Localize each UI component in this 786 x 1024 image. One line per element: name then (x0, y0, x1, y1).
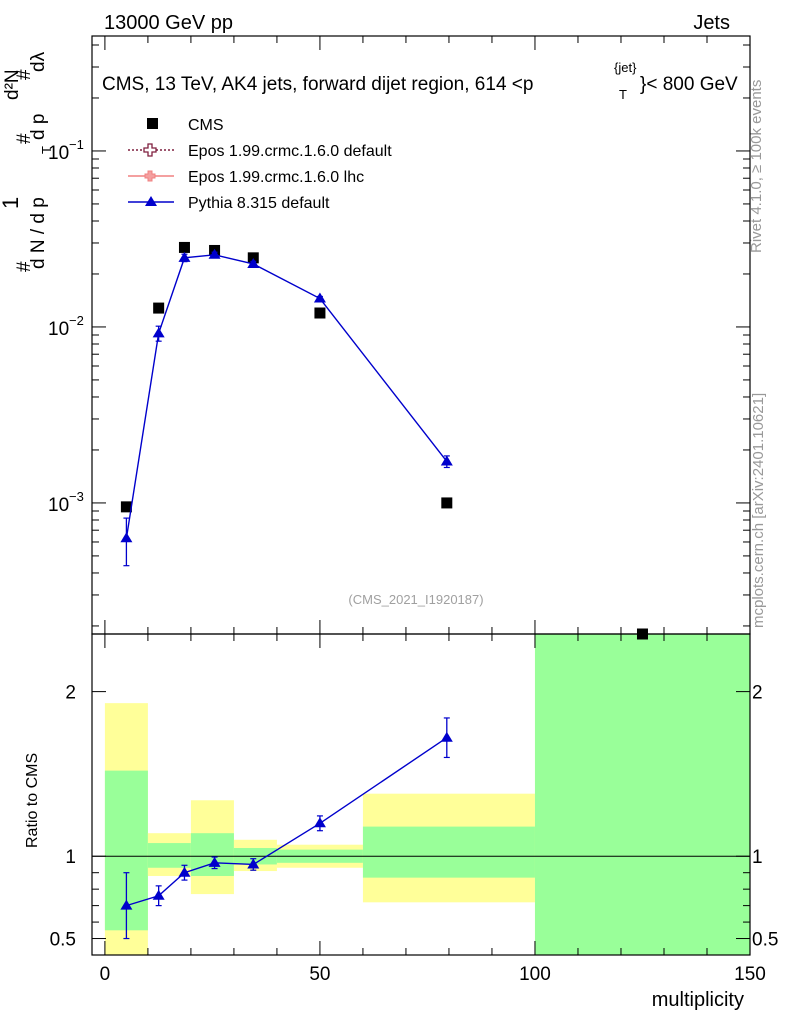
cms-point-5 (314, 307, 326, 319)
pythia-point-3 (208, 248, 221, 259)
x-tick-label-1: 50 (309, 964, 330, 985)
legend-epos-lhc-marker (144, 170, 156, 182)
bottom-panel-frame (91, 633, 751, 956)
y-tick-label-top-0: 10 (48, 143, 69, 164)
y-tick-exp-top-1: −2 (69, 313, 84, 328)
pythia-ratio-point-2 (178, 866, 191, 877)
y-tick-exp-top-2: −3 (69, 489, 84, 504)
y-tick-label-bottom-left-1: 1 (65, 847, 76, 868)
pythia-ratio-point-0 (120, 899, 133, 910)
pythia-ratio-point-6 (440, 731, 453, 742)
rivet-version-label: Rivet 4.1.0, ≥ 100k events (748, 80, 765, 253)
legend: CMS Epos 1.99.crmc.1.6.0 default Epos 1.… (128, 117, 392, 212)
ratio-series (120, 717, 453, 940)
cms-point-1 (153, 302, 165, 314)
y-label-hash3: # (14, 69, 35, 80)
cms-point-2 (178, 241, 190, 253)
legend-epos-default-label: Epos 1.99.crmc.1.6.0 default (188, 143, 392, 160)
legend-epos-default-marker (143, 143, 157, 157)
y-tick-label-bottom-right-2: 2 (752, 683, 763, 704)
cms-point-0 (120, 501, 132, 513)
pythia-ratio-point-3 (208, 856, 221, 867)
y-tick-exp-top-0: −1 (69, 137, 84, 152)
x-tick-label-3: 150 (734, 964, 766, 985)
legend-pythia-label: Pythia 8.315 default (188, 195, 330, 212)
cms-point-6 (441, 497, 453, 509)
y-tick-label-bottom-right-0: 0.5 (752, 930, 778, 951)
pythia-point-2 (178, 251, 191, 262)
y-label-d2n: d²N (2, 69, 23, 100)
y-tick-label-bottom-left-0: 0.5 (50, 930, 76, 951)
band-green-6 (534, 634, 750, 955)
mcplots-source-label: mcplots.cern.ch [arXiv:2401.10621] (750, 393, 767, 628)
pythia-line (125, 254, 448, 539)
header-energy: 13000 GeV pp (104, 12, 233, 34)
y-tick-label-bottom-right-1: 1 (752, 847, 763, 868)
y-label-dlambda: dλ (28, 51, 49, 72)
band-green-2 (190, 833, 234, 876)
legend-cms-marker (147, 118, 158, 129)
y-label-t-sub: T (39, 146, 54, 154)
legend-cms-label: CMS (188, 117, 224, 134)
y-label-hash2: # (14, 133, 35, 144)
y-label-dn-dpt: d N / d p (28, 197, 49, 269)
y-label-hash: # (14, 261, 35, 272)
analysis-watermark: (CMS_2021_I1920187) (348, 592, 483, 607)
pythia-point-0 (120, 532, 133, 543)
pythia-point-6 (440, 455, 453, 466)
header-process: Jets (693, 12, 730, 34)
plot-title-sup: {jet} (614, 60, 637, 75)
plot-title-tail: }< 800 GeV (640, 74, 738, 95)
pythia-point-5 (313, 292, 326, 303)
plot-title: CMS, 13 TeV, AK4 jets, forward dijet reg… (102, 60, 738, 102)
pythia-ratio-point-1 (152, 889, 165, 900)
legend-epos-lhc-label: Epos 1.99.crmc.1.6.0 lhc (188, 169, 364, 186)
band-green-1 (147, 843, 191, 868)
y-tick-label-top-1: 10 (48, 319, 69, 340)
y-tick-label-bottom-left-2: 2 (65, 683, 76, 704)
main-series (120, 241, 648, 640)
y-label-dpt: d p (28, 114, 49, 140)
pythia-point-4 (247, 257, 260, 268)
legend-pythia-marker (145, 196, 157, 206)
uncertainty-bands (104, 634, 750, 955)
x-tick-label-0: 0 (100, 964, 111, 985)
x-axis-label: multiplicity (652, 989, 744, 1011)
y-tick-label-top-2: 10 (48, 495, 69, 516)
pythia-ratio-point-5 (313, 817, 326, 828)
y-axis-label-bottom: Ratio to CMS (24, 753, 41, 848)
pythia-ratio-point-4 (247, 858, 260, 869)
plot-title-sub: T (619, 87, 627, 102)
x-tick-label-2: 100 (519, 964, 551, 985)
y-label-one: 1 (0, 197, 23, 209)
cms-point-4 (247, 252, 259, 264)
plot-title-main: CMS, 13 TeV, AK4 jets, forward dijet reg… (102, 74, 533, 95)
band-green-5 (362, 826, 535, 878)
pythia-point-1 (152, 327, 165, 338)
y-axis-label-top: # 1 d N / d p T # d²N d p dλ # (0, 51, 54, 272)
